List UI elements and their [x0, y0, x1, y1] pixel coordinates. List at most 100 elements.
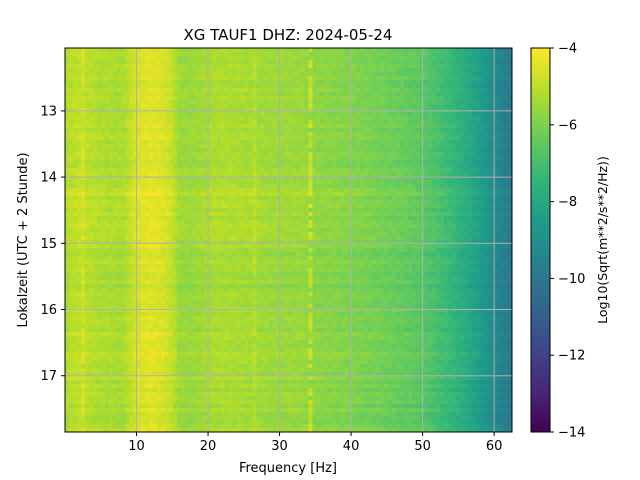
- heatmap-cell: [92, 124, 98, 129]
- heatmap-cell: [148, 204, 154, 209]
- heatmap-cell: [136, 208, 142, 213]
- heatmap-cell: [436, 132, 441, 137]
- heatmap-cell: [156, 204, 162, 209]
- heatmap-cell: [408, 208, 413, 213]
- heatmap-cell: [100, 76, 106, 81]
- heatmap-cell: [280, 180, 286, 185]
- heatmap-cell: [384, 104, 389, 109]
- heatmap-cell: [76, 196, 82, 201]
- heatmap-cell: [300, 56, 306, 61]
- heatmap-cell: [488, 192, 493, 197]
- heatmap-cell: [472, 88, 477, 93]
- heatmap-cell: [200, 136, 206, 141]
- heatmap-cell: [504, 136, 509, 141]
- heatmap-cell: [140, 204, 146, 209]
- heatmap-cell: [160, 64, 166, 69]
- heatmap-cell: [156, 68, 162, 73]
- heatmap-cell: [352, 196, 357, 201]
- heatmap-cell: [476, 76, 481, 81]
- heatmap-cell: [252, 220, 258, 225]
- heatmap-cell: [212, 80, 218, 85]
- heatmap-cell: [412, 96, 417, 101]
- heatmap-cell: [504, 212, 509, 217]
- heatmap-cell: [288, 216, 294, 221]
- heatmap-cell: [164, 104, 170, 109]
- heatmap-cell: [312, 188, 318, 193]
- heatmap-cell: [288, 192, 294, 197]
- heatmap-cell: [432, 84, 437, 89]
- heatmap-cell: [224, 188, 230, 193]
- heatmap-cell: [308, 144, 314, 149]
- heatmap-cell: [164, 120, 170, 125]
- heatmap-cell: [168, 132, 174, 137]
- heatmap-cell: [500, 144, 505, 149]
- heatmap-cell: [236, 104, 242, 109]
- heatmap-cell: [328, 88, 333, 93]
- heatmap-cell: [480, 164, 485, 169]
- heatmap-cell: [284, 148, 290, 153]
- heatmap-cell: [80, 192, 86, 197]
- heatmap-cell: [376, 48, 381, 53]
- heatmap-cell: [496, 116, 501, 121]
- heatmap-cell: [504, 96, 509, 101]
- heatmap-cell: [396, 188, 401, 193]
- heatmap-cell: [392, 156, 397, 161]
- heatmap-cell: [228, 76, 234, 81]
- heatmap-cell: [284, 100, 290, 105]
- heatmap-cell: [216, 128, 222, 133]
- heatmap-cell: [488, 208, 493, 213]
- heatmap-cell: [100, 124, 106, 129]
- heatmap-cell: [368, 52, 373, 57]
- heatmap-cell: [152, 120, 158, 125]
- heatmap-cell: [300, 132, 306, 137]
- heatmap-cell: [228, 48, 234, 53]
- heatmap-cell: [212, 56, 218, 61]
- heatmap-cell: [152, 68, 158, 73]
- heatmap-cell: [468, 136, 473, 141]
- heatmap-cell: [148, 124, 154, 129]
- heatmap-cell: [356, 128, 361, 133]
- heatmap-cell: [424, 124, 429, 129]
- heatmap-cell: [256, 96, 262, 101]
- heatmap-cell: [244, 116, 250, 121]
- heatmap-cell: [76, 148, 82, 153]
- heatmap-cell: [184, 48, 190, 53]
- heatmap-cell: [376, 76, 381, 81]
- heatmap-cell: [320, 212, 326, 217]
- heatmap-cell: [160, 220, 166, 225]
- heatmap-cell: [152, 116, 158, 121]
- heatmap-cell: [216, 108, 222, 113]
- heatmap-cell: [388, 220, 393, 225]
- heatmap-cell: [448, 80, 453, 85]
- heatmap-cell: [92, 188, 98, 193]
- heatmap-cell: [236, 196, 242, 201]
- heatmap-cell: [404, 68, 409, 73]
- heatmap-cell: [276, 128, 282, 133]
- heatmap-cell: [140, 192, 146, 197]
- heatmap-cell: [296, 196, 302, 201]
- heatmap-cell: [260, 96, 266, 101]
- heatmap-cell: [108, 120, 114, 125]
- heatmap-cell: [508, 96, 512, 101]
- heatmap-cell: [140, 128, 146, 133]
- heatmap-cell: [364, 168, 369, 173]
- heatmap-cell: [164, 72, 170, 77]
- heatmap-cell: [72, 104, 78, 109]
- heatmap-cell: [424, 104, 429, 109]
- heatmap-cell: [112, 160, 118, 165]
- heatmap-cell: [240, 88, 246, 93]
- heatmap-cell: [276, 64, 282, 69]
- heatmap-cell: [140, 80, 146, 85]
- heatmap-cell: [316, 96, 322, 101]
- heatmap-cell: [316, 224, 322, 229]
- heatmap-cell: [440, 52, 445, 57]
- heatmap-cell: [308, 204, 314, 209]
- heatmap-cell: [444, 92, 449, 97]
- heatmap-cell: [360, 160, 365, 165]
- heatmap-cell: [292, 208, 298, 213]
- heatmap-cell: [96, 192, 102, 197]
- heatmap-cell: [376, 164, 381, 169]
- heatmap-cell: [176, 56, 182, 61]
- heatmap-cell: [264, 116, 270, 121]
- heatmap-cell: [132, 88, 138, 93]
